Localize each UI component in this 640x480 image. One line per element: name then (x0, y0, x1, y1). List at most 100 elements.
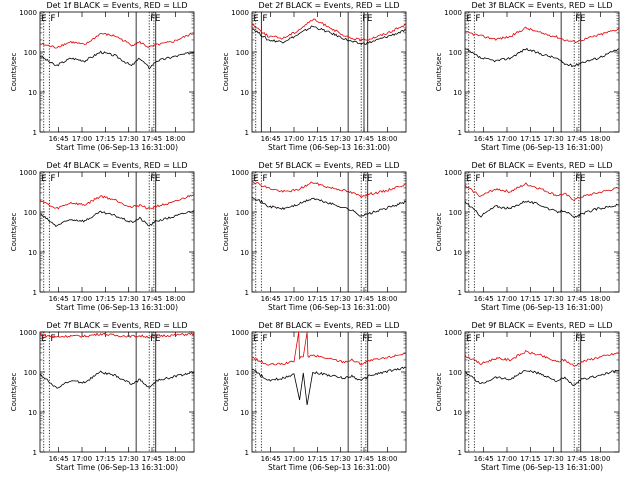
subplot-8: Det 8f BLACK = Events, RED = LLD 1 10 100 10… (222, 321, 407, 472)
y-tick-label: 100 (24, 369, 37, 377)
x-tick-label: 18:00 (377, 455, 397, 463)
x-tick-label: 18:00 (165, 295, 185, 303)
x-tick-label: 17:45 (567, 455, 587, 463)
subplot-4: Det 4f BLACK = Events, RED = LLD 1 10 100 10… (10, 161, 195, 312)
series-events-line (39, 50, 195, 70)
y-axis-label: Counts/sec (10, 213, 18, 252)
transition-marker: F (475, 14, 480, 24)
transition-marker: E (253, 334, 259, 344)
x-tick-label: 17:15 (307, 295, 327, 303)
transition-marker: E (41, 334, 47, 344)
x-tick-label: 17:15 (520, 295, 540, 303)
transition-marker: F (575, 174, 580, 184)
transition-marker: E (466, 334, 472, 344)
transition-marker: E (155, 14, 161, 24)
transition-marker: F (362, 334, 367, 344)
series-lld-line (252, 18, 407, 42)
y-tick-label: 1 (33, 449, 37, 457)
series-events-line (39, 370, 195, 389)
x-tick-label: 16:45 (261, 455, 281, 463)
transition-marker: F (50, 14, 55, 24)
series-events-line (464, 47, 620, 68)
subplot-2: Det 2f BLACK = Events, RED = LLD 1 10 100 10… (222, 1, 407, 152)
x-tick-label: 18:00 (590, 455, 610, 463)
plot-frame (39, 171, 195, 293)
y-axis-label: Counts/sec (435, 373, 443, 412)
y-tick-label: 1000 (19, 9, 37, 17)
y-axis-label: Counts/sec (222, 53, 230, 92)
transition-marker: E (41, 14, 47, 24)
y-tick-label: 10 (240, 409, 249, 417)
subplot-7: Det 7f BLACK = Events, RED = LLD 1 10 100 10… (10, 321, 195, 472)
transition-marker: E (155, 334, 161, 344)
x-tick-label: 17:00 (284, 135, 304, 143)
series-lld-line (464, 26, 620, 43)
y-tick-label: 10 (28, 409, 37, 417)
series-events-line (251, 196, 407, 217)
x-axis-label: Start Time (06-Sep-13 16:31:00) (268, 303, 390, 312)
plot-frame (251, 11, 407, 133)
y-tick-label: 1000 (231, 9, 249, 17)
subplot-title: Det 4f BLACK = Events, RED = LLD (46, 161, 187, 170)
plot-frame (39, 11, 195, 133)
transition-marker: F (150, 334, 155, 344)
y-tick-label: 10 (453, 89, 462, 97)
x-tick-label: 17:15 (95, 455, 115, 463)
x-tick-label: 17:00 (72, 455, 92, 463)
series-events-line (464, 369, 620, 386)
x-tick-label: 17:00 (72, 135, 92, 143)
x-tick-label: 18:00 (165, 135, 185, 143)
x-tick-label: 17:45 (567, 295, 587, 303)
transition-marker: F (50, 174, 55, 184)
y-axis-label: Counts/sec (222, 373, 230, 412)
x-tick-label: 16:45 (49, 455, 69, 463)
transition-marker: F (475, 174, 480, 184)
x-tick-label: 17:45 (142, 455, 162, 463)
x-tick-label: 18:00 (377, 295, 397, 303)
transition-marker: F (362, 14, 367, 24)
subplot-title: Det 8f BLACK = Events, RED = LLD (258, 321, 399, 330)
plot-frame (464, 11, 620, 133)
transition-marker: F (150, 174, 155, 184)
transition-marker: F (262, 14, 267, 24)
x-tick-label: 16:45 (49, 295, 69, 303)
y-tick-label: 100 (236, 369, 249, 377)
series-lld-line (39, 193, 195, 210)
subplot-title: Det 2f BLACK = Events, RED = LLD (258, 1, 399, 10)
y-tick-label: 1000 (444, 329, 462, 337)
y-tick-label: 100 (236, 209, 249, 217)
subplot-title: Det 6f BLACK = Events, RED = LLD (471, 161, 612, 170)
transition-marker: E (367, 14, 373, 24)
x-tick-label: 18:00 (165, 455, 185, 463)
x-tick-label: 16:45 (474, 135, 494, 143)
y-axis-label: Counts/sec (435, 53, 443, 92)
series-lld-line (251, 331, 407, 366)
transition-marker: E (367, 174, 373, 184)
x-tick-label: 17:30 (544, 455, 564, 463)
y-tick-label: 10 (240, 249, 249, 257)
y-tick-label: 100 (449, 209, 462, 217)
x-tick-label: 16:45 (474, 295, 494, 303)
y-tick-label: 1 (245, 449, 249, 457)
x-tick-label: 17:45 (354, 295, 374, 303)
subplot-title: Det 3f BLACK = Events, RED = LLD (471, 1, 612, 10)
transition-marker: F (262, 334, 267, 344)
transition-marker: E (253, 14, 259, 24)
transition-marker: E (155, 174, 161, 184)
x-tick-label: 17:00 (284, 455, 304, 463)
x-tick-label: 17:30 (119, 295, 139, 303)
x-tick-label: 17:00 (497, 135, 517, 143)
x-axis-label: Start Time (06-Sep-13 16:31:00) (268, 143, 390, 152)
transition-marker: F (575, 334, 580, 344)
x-tick-label: 17:45 (142, 295, 162, 303)
y-tick-label: 10 (28, 89, 37, 97)
x-tick-label: 17:15 (307, 455, 327, 463)
y-axis-label: Counts/sec (10, 373, 18, 412)
transition-marker: E (41, 174, 47, 184)
series-lld-line (464, 182, 620, 202)
x-axis-label: Start Time (06-Sep-13 16:31:00) (56, 303, 178, 312)
transition-marker: F (475, 334, 480, 344)
y-tick-label: 1000 (231, 169, 249, 177)
y-tick-label: 1 (33, 129, 37, 137)
